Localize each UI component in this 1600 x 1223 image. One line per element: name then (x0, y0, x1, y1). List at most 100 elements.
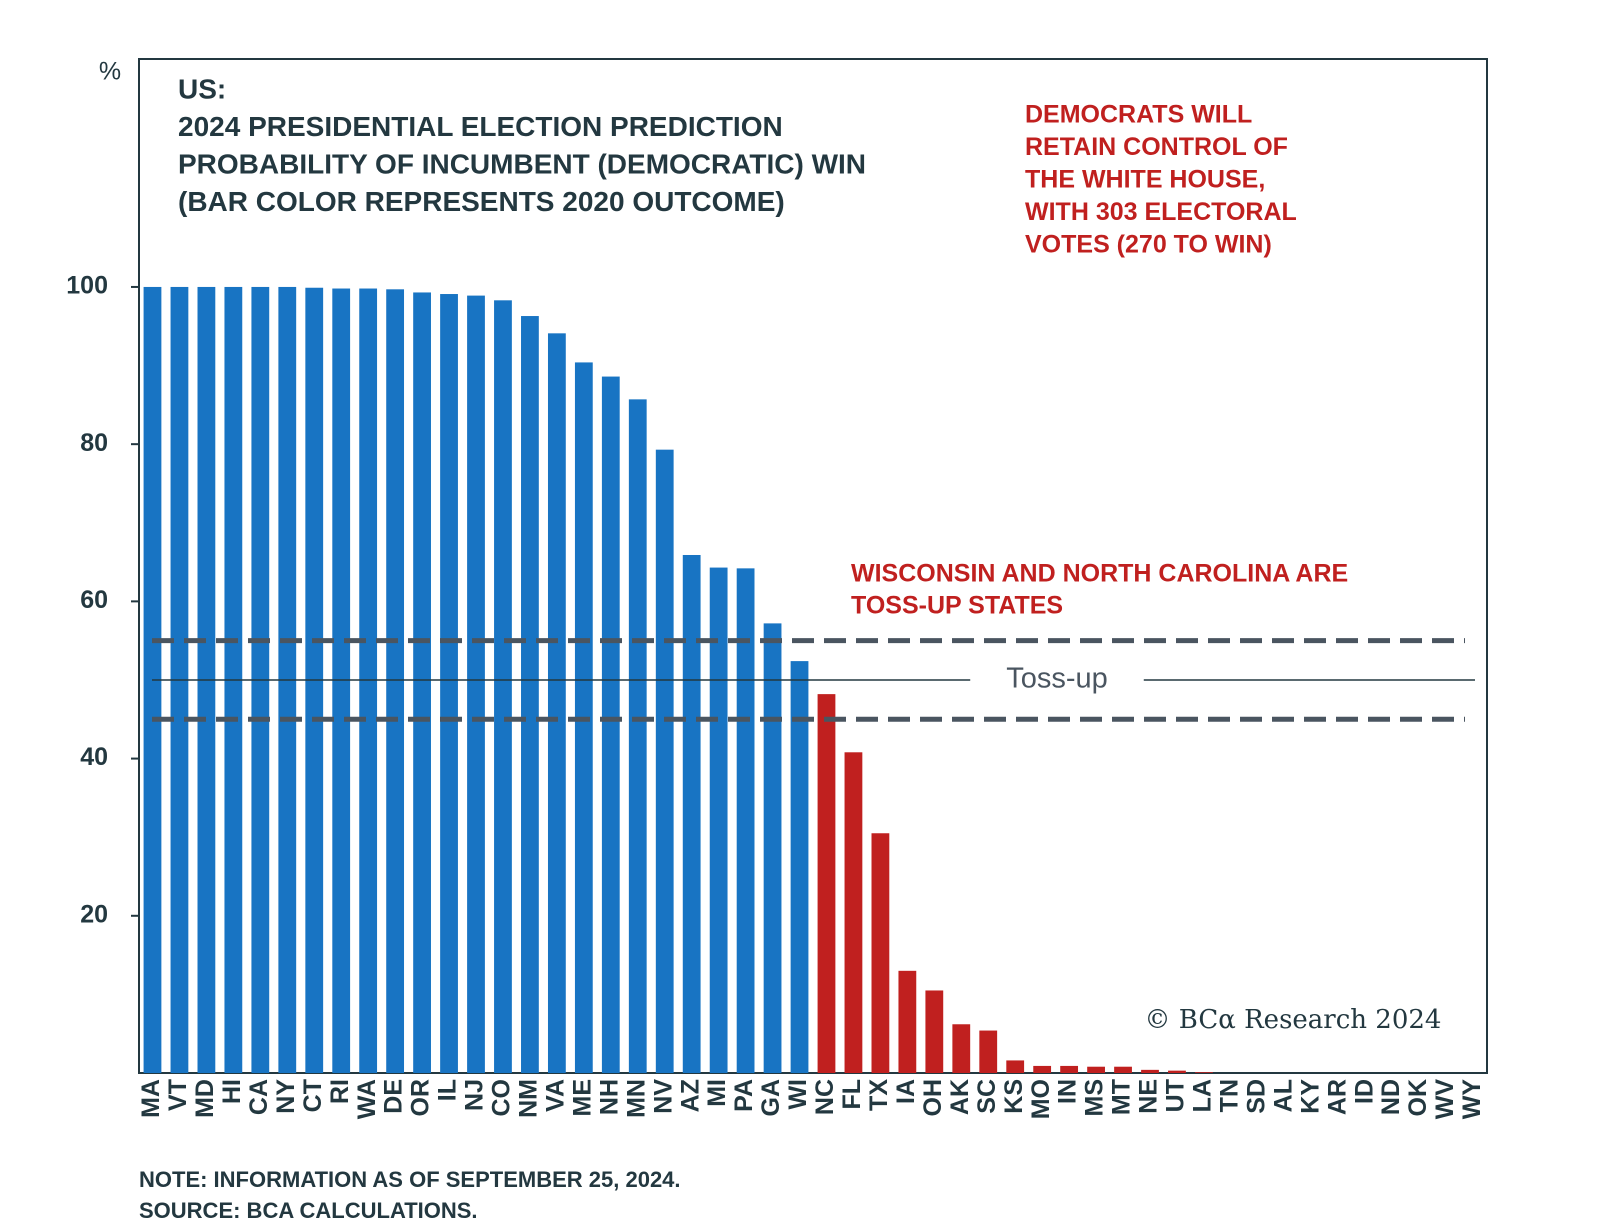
bar (413, 292, 431, 1073)
annotation: THE WHITE HOUSE, (1025, 166, 1265, 194)
x-tick-label: HI (218, 1079, 246, 1104)
source: SOURCE: BCA CALCULATIONS. (139, 1198, 478, 1223)
y-tick-label: 40 (80, 743, 108, 771)
bar (1033, 1065, 1052, 1073)
y-tick-label: 60 (80, 586, 108, 614)
x-tick-label: MI (703, 1079, 731, 1107)
bar (736, 568, 755, 1073)
x-tick-label: WY (1458, 1079, 1486, 1120)
x-tick-label: CT (299, 1079, 327, 1112)
x-tick-label: OK (1404, 1079, 1432, 1117)
bar (521, 316, 539, 1073)
x-tick-label: CA (245, 1079, 273, 1115)
x-tick-label: IN (1054, 1079, 1082, 1104)
chart-title: (BAR COLOR REPRESENTS 2020 OUTCOME) (178, 186, 785, 217)
x-tick-label: RI (326, 1079, 354, 1104)
x-tick-label: SC (973, 1079, 1001, 1114)
bar (332, 288, 351, 1073)
annotation: RETAIN CONTROL OF (1025, 133, 1288, 161)
y-tick-label: 80 (80, 429, 108, 457)
x-tick-label: TN (1215, 1079, 1243, 1112)
x-tick-label: VT (164, 1079, 192, 1111)
plot-frame (138, 58, 1488, 1074)
x-tick-label: MD (191, 1079, 219, 1118)
x-tick-label: NE (1135, 1079, 1163, 1114)
chart-title: 2024 PRESIDENTIAL ELECTION PREDICTION (178, 111, 783, 142)
bar (601, 376, 620, 1073)
x-tick-label: MN (622, 1079, 650, 1118)
annotation: WISCONSIN AND NORTH CAROLINA ARE (851, 560, 1348, 588)
x-tick-label: ID (1350, 1079, 1378, 1104)
chart-title: PROBABILITY OF INCUMBENT (DEMOCRATIC) WI… (178, 148, 866, 179)
bar (1195, 1072, 1213, 1073)
x-tick-label: MO (1027, 1079, 1055, 1119)
x-tick-label: AZ (676, 1079, 704, 1112)
bar (871, 833, 890, 1073)
bar (763, 623, 782, 1073)
chart-title: US: (178, 73, 226, 104)
bar (682, 554, 701, 1073)
x-tick-label: IA (892, 1079, 920, 1104)
annotation: WITH 303 ELECTORAL (1025, 198, 1297, 226)
x-tick-label: ND (1377, 1079, 1405, 1115)
bar (709, 567, 728, 1073)
x-tick-label: CO (488, 1079, 516, 1117)
bar (359, 288, 378, 1073)
x-tick-label: PA (730, 1079, 758, 1112)
bar (1141, 1069, 1159, 1073)
annotation: TOSS-UP STATES (851, 592, 1063, 620)
bar (925, 990, 944, 1073)
x-tick-label: NY (272, 1079, 300, 1114)
x-tick-label: SD (1242, 1079, 1270, 1114)
bar (1114, 1066, 1132, 1073)
annotation: VOTES (270 TO WIN) (1025, 231, 1272, 259)
bar (1168, 1070, 1186, 1073)
x-tick-label: KS (1000, 1079, 1028, 1114)
x-tick-label: DE (380, 1079, 408, 1114)
y-tick-label: 20 (80, 900, 108, 928)
bar (628, 399, 647, 1073)
x-tick-label: UT (1162, 1079, 1190, 1112)
x-tick-label: IL (434, 1079, 462, 1101)
bar (790, 661, 809, 1073)
bar (386, 289, 405, 1073)
x-tick-label: AL (1269, 1079, 1297, 1112)
x-tick-label: WI (784, 1079, 812, 1110)
x-tick-label: NH (595, 1079, 623, 1115)
reference-label: Toss-up (1006, 663, 1108, 695)
x-tick-label: KY (1296, 1079, 1324, 1114)
x-tick-label: LA (1189, 1079, 1217, 1112)
note: NOTE: INFORMATION AS OF SEPTEMBER 25, 20… (139, 1167, 681, 1192)
bar (1060, 1065, 1079, 1073)
bar (467, 295, 485, 1074)
bar (952, 1024, 971, 1073)
x-tick-label: OR (407, 1079, 435, 1117)
bar (440, 294, 458, 1073)
x-tick-label: ME (568, 1079, 596, 1117)
x-tick-label: VA (541, 1079, 569, 1112)
x-tick-label: NV (649, 1079, 677, 1114)
x-tick-label: MT (1108, 1079, 1136, 1115)
copyright: © BCα Research 2024 (1145, 1005, 1442, 1035)
x-tick-label: NJ (461, 1079, 489, 1111)
bar (979, 1030, 998, 1073)
bar (494, 300, 512, 1073)
bar (1006, 1060, 1025, 1073)
x-tick-label: NC (811, 1079, 839, 1115)
x-tick-label: OH (919, 1079, 947, 1117)
x-tick-label: GA (757, 1079, 785, 1117)
x-tick-label: TX (865, 1079, 893, 1111)
x-tick-label: NM (515, 1079, 543, 1118)
x-tick-label: WV (1431, 1079, 1459, 1120)
y-tick-label: 100 (66, 272, 108, 300)
bar (844, 752, 863, 1073)
bar (655, 449, 674, 1073)
bar (817, 694, 836, 1073)
bar (1087, 1066, 1105, 1073)
x-tick-label: MS (1081, 1079, 1109, 1117)
bar (547, 333, 566, 1074)
bar (898, 970, 917, 1073)
x-tick-label: WA (353, 1079, 381, 1119)
x-tick-label: AK (946, 1079, 974, 1115)
